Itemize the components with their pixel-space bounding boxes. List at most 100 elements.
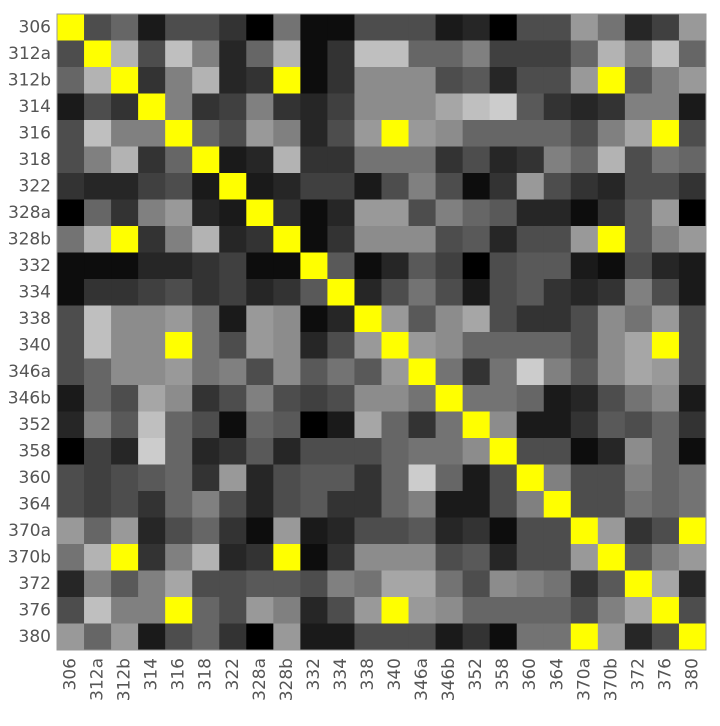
heatmap-cell bbox=[678, 332, 707, 359]
heatmap-cell bbox=[57, 252, 85, 280]
heatmap-cell bbox=[111, 14, 139, 41]
heatmap-cell bbox=[327, 517, 355, 545]
heatmap-cell bbox=[138, 146, 166, 174]
heatmap-cell bbox=[678, 570, 707, 598]
heatmap-cell bbox=[543, 332, 572, 359]
heatmap-cell bbox=[597, 385, 626, 412]
heatmap-cell bbox=[111, 226, 139, 253]
heatmap-cell bbox=[570, 120, 599, 147]
heatmap-cell bbox=[246, 173, 274, 200]
heatmap-cell bbox=[165, 93, 193, 121]
heatmap-cell bbox=[408, 199, 437, 227]
heatmap-cell bbox=[678, 146, 707, 174]
heatmap-cell bbox=[651, 597, 680, 624]
heatmap-cell bbox=[678, 199, 707, 227]
heatmap-cell bbox=[273, 491, 301, 518]
heatmap-cell bbox=[300, 252, 328, 280]
heatmap-cell bbox=[219, 438, 247, 465]
heatmap-cell bbox=[462, 146, 491, 174]
heatmap-cell bbox=[327, 226, 355, 253]
heatmap-cell bbox=[192, 358, 220, 386]
heatmap-cell bbox=[219, 597, 247, 624]
x-tick-label: 334 bbox=[331, 658, 351, 690]
x-tick-label: 364 bbox=[547, 658, 567, 690]
y-tick-label: 370b bbox=[8, 547, 51, 567]
heatmap-cell bbox=[489, 146, 518, 174]
x-tick-label: 352 bbox=[466, 658, 486, 690]
heatmap-cell bbox=[435, 623, 464, 651]
heatmap-cell bbox=[570, 14, 599, 41]
heatmap-cell bbox=[543, 14, 572, 41]
heatmap-cell bbox=[192, 252, 220, 280]
heatmap-cell bbox=[273, 411, 301, 439]
heatmap-cell bbox=[192, 332, 220, 359]
heatmap-cell bbox=[624, 14, 653, 41]
heatmap-cell bbox=[111, 517, 139, 545]
heatmap-cell bbox=[624, 623, 653, 651]
heatmap-cell bbox=[273, 146, 301, 174]
y-tick-label: 376 bbox=[19, 600, 51, 620]
heatmap-cell bbox=[273, 623, 301, 651]
heatmap-cell bbox=[192, 146, 220, 174]
heatmap-cell bbox=[462, 544, 491, 571]
heatmap-cell bbox=[111, 597, 139, 624]
heatmap-cell bbox=[543, 358, 572, 386]
heatmap-cell bbox=[435, 464, 464, 492]
heatmap-cell bbox=[516, 146, 545, 174]
heatmap-cell bbox=[543, 438, 572, 465]
heatmap-cell bbox=[624, 199, 653, 227]
heatmap-cell bbox=[327, 411, 355, 439]
heatmap-cell bbox=[624, 146, 653, 174]
heatmap-cell bbox=[84, 464, 112, 492]
heatmap-cell bbox=[57, 332, 85, 359]
heatmap-cell bbox=[435, 279, 464, 306]
heatmap-cell bbox=[165, 385, 193, 412]
heatmap-cell bbox=[435, 438, 464, 465]
heatmap-cell bbox=[138, 40, 166, 68]
heatmap-cell bbox=[597, 623, 626, 651]
x-tick-label: 316 bbox=[169, 658, 189, 690]
x-tick-label: 380 bbox=[682, 658, 702, 690]
heatmap-cell bbox=[111, 146, 139, 174]
heatmap-cell bbox=[543, 491, 572, 518]
heatmap-cell bbox=[624, 67, 653, 94]
heatmap-cell bbox=[300, 279, 328, 306]
heatmap-cell bbox=[489, 226, 518, 253]
heatmap-cell bbox=[381, 120, 410, 147]
heatmap-cell bbox=[570, 385, 599, 412]
heatmap-cell bbox=[381, 544, 410, 571]
heatmap-cell bbox=[570, 332, 599, 359]
heatmap-cell bbox=[192, 623, 220, 651]
heatmap-cell bbox=[435, 597, 464, 624]
heatmap-cell bbox=[651, 464, 680, 492]
heatmap-cell bbox=[489, 464, 518, 492]
heatmap-cell bbox=[381, 411, 410, 439]
heatmap-cell bbox=[678, 544, 707, 571]
heatmap-cell bbox=[678, 120, 707, 147]
heatmap-cell bbox=[300, 93, 328, 121]
heatmap-cell bbox=[327, 67, 355, 94]
x-tick-label: 332 bbox=[304, 658, 324, 690]
heatmap-cell bbox=[192, 464, 220, 492]
heatmap-cell bbox=[516, 279, 545, 306]
heatmap-cell bbox=[678, 67, 707, 94]
heatmap-cell bbox=[543, 544, 572, 571]
y-tick-label: 328a bbox=[8, 203, 51, 223]
heatmap-cell bbox=[381, 623, 410, 651]
y-tick-label: 318 bbox=[19, 150, 51, 170]
heatmap-cell bbox=[597, 305, 626, 333]
heatmap-cell bbox=[219, 332, 247, 359]
y-tick-label: 370a bbox=[8, 521, 51, 541]
heatmap-cell bbox=[624, 358, 653, 386]
heatmap-cell bbox=[678, 623, 707, 651]
heatmap-cell bbox=[570, 411, 599, 439]
heatmap-cell bbox=[651, 517, 680, 545]
heatmap-cell bbox=[543, 40, 572, 68]
heatmap-cell bbox=[327, 199, 355, 227]
heatmap-cell bbox=[489, 358, 518, 386]
heatmap-cell bbox=[381, 173, 410, 200]
heatmap-cell bbox=[678, 491, 707, 518]
heatmap-cell bbox=[516, 570, 545, 598]
x-tick-label: 346a bbox=[412, 658, 432, 701]
heatmap-cell bbox=[570, 464, 599, 492]
